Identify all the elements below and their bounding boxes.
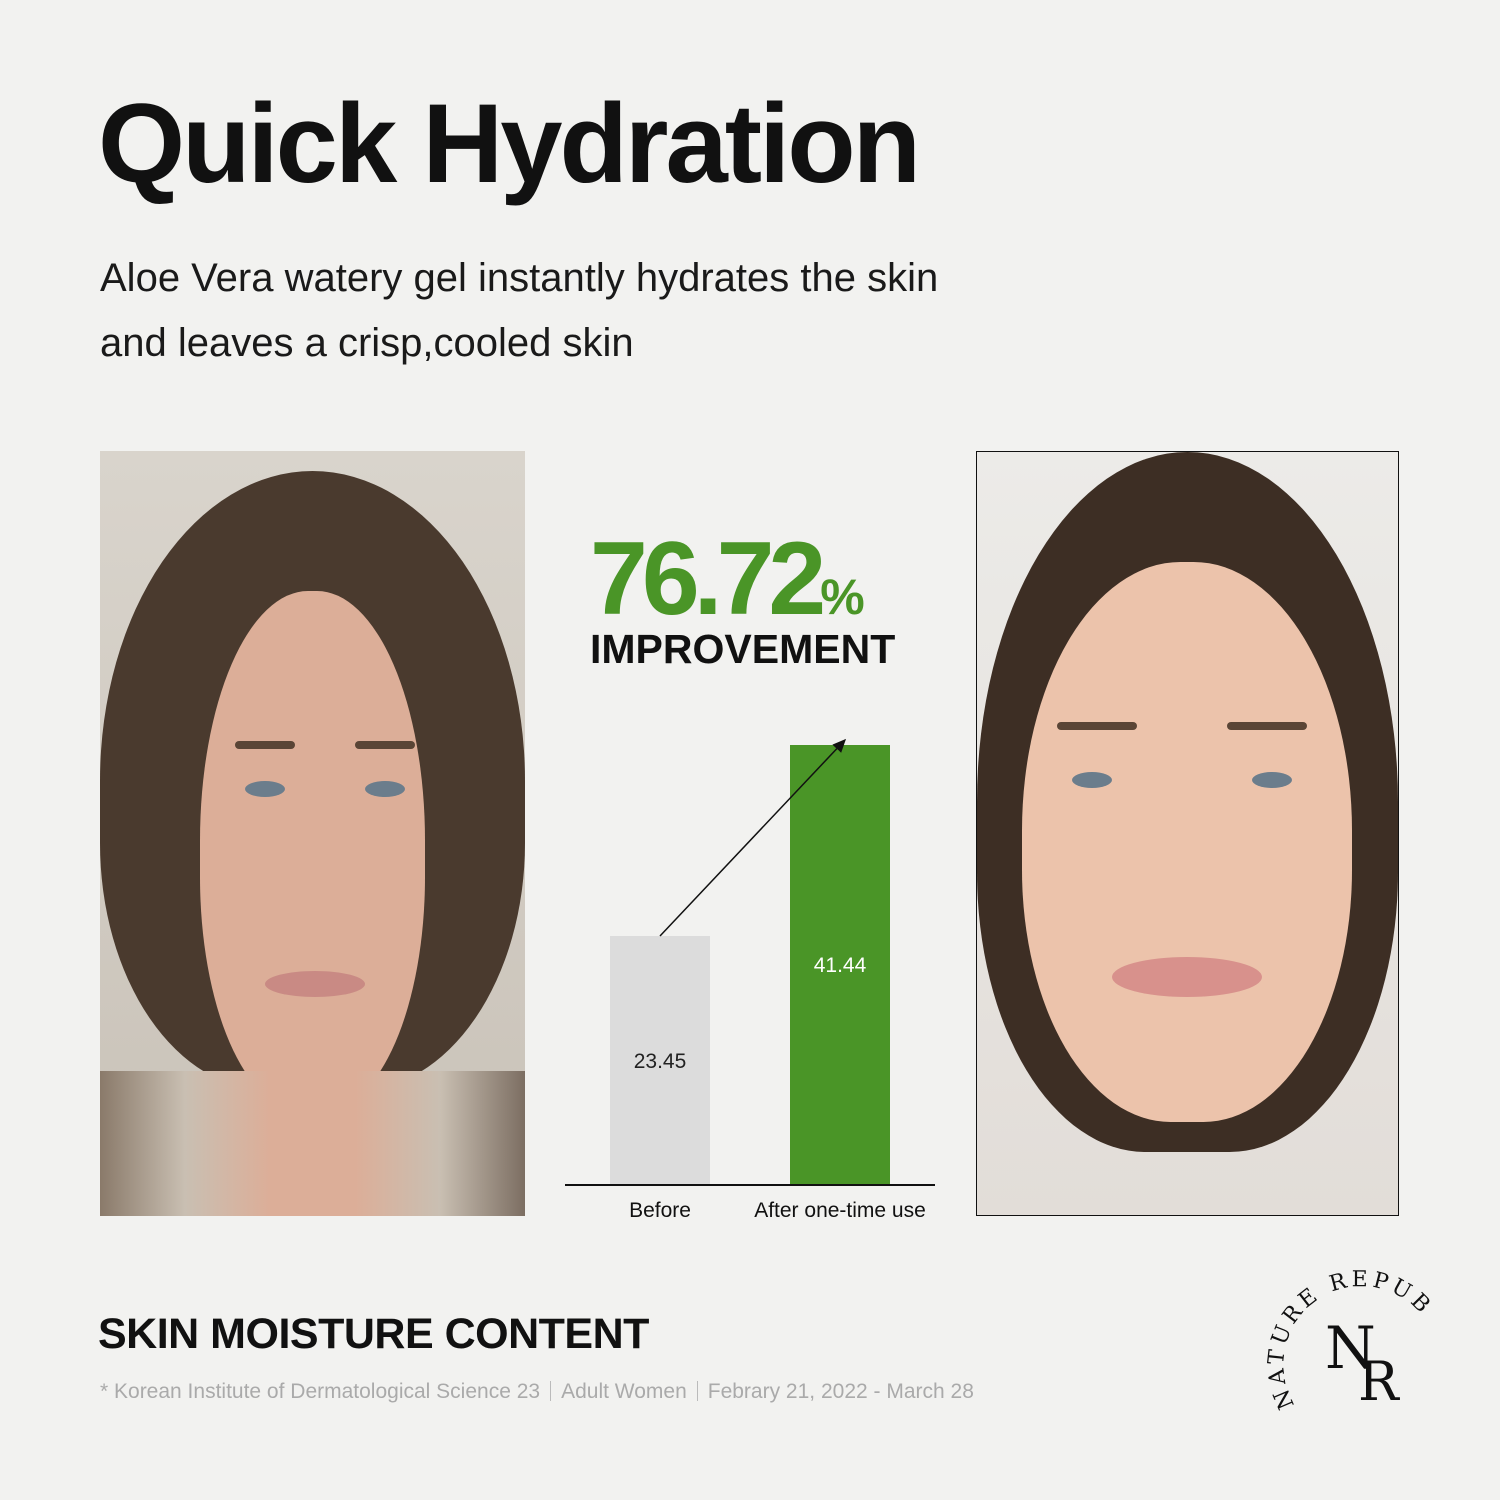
nature-republic-logo: NATURE REPUBLIC N R bbox=[1250, 1240, 1433, 1413]
footnote-dates: Febrary 21, 2022 - March 28 bbox=[707, 1380, 974, 1403]
section-title: SKIN MOISTURE CONTENT bbox=[98, 1310, 649, 1358]
bar-value-label: 41.44 bbox=[814, 954, 867, 977]
footnote-subjects: Adult Women bbox=[561, 1380, 687, 1403]
subtitle: Aloe Vera watery gel instantly hydrates … bbox=[100, 246, 1100, 376]
trend-arrow bbox=[659, 738, 847, 937]
footnote-source: * Korean Institute of Dermatological Sci… bbox=[100, 1380, 541, 1403]
svg-text:N: N bbox=[1325, 1314, 1376, 1382]
improvement-label: IMPROVEMENT bbox=[590, 626, 896, 672]
before-photo bbox=[100, 451, 525, 1216]
improvement-value: 76.72% bbox=[590, 520, 865, 639]
subtitle-line-2: and leaves a crisp,cooled skin bbox=[100, 321, 634, 365]
svg-text:R: R bbox=[1358, 1350, 1400, 1413]
category-label: Before bbox=[629, 1199, 691, 1222]
percent-sign: % bbox=[820, 569, 865, 625]
after-photo bbox=[976, 451, 1399, 1216]
category-label: After one-time use bbox=[754, 1199, 926, 1222]
page-title: Quick Hydration bbox=[98, 81, 921, 206]
improvement-number: 76.72 bbox=[590, 521, 826, 637]
bar-after bbox=[790, 745, 890, 1185]
footnote: * Korean Institute of Dermatological Sci… bbox=[100, 1380, 974, 1404]
bar-value-label: 23.45 bbox=[634, 1050, 687, 1073]
bar-before bbox=[610, 936, 710, 1185]
subtitle-line-1: Aloe Vera watery gel instantly hydrates … bbox=[100, 256, 939, 300]
